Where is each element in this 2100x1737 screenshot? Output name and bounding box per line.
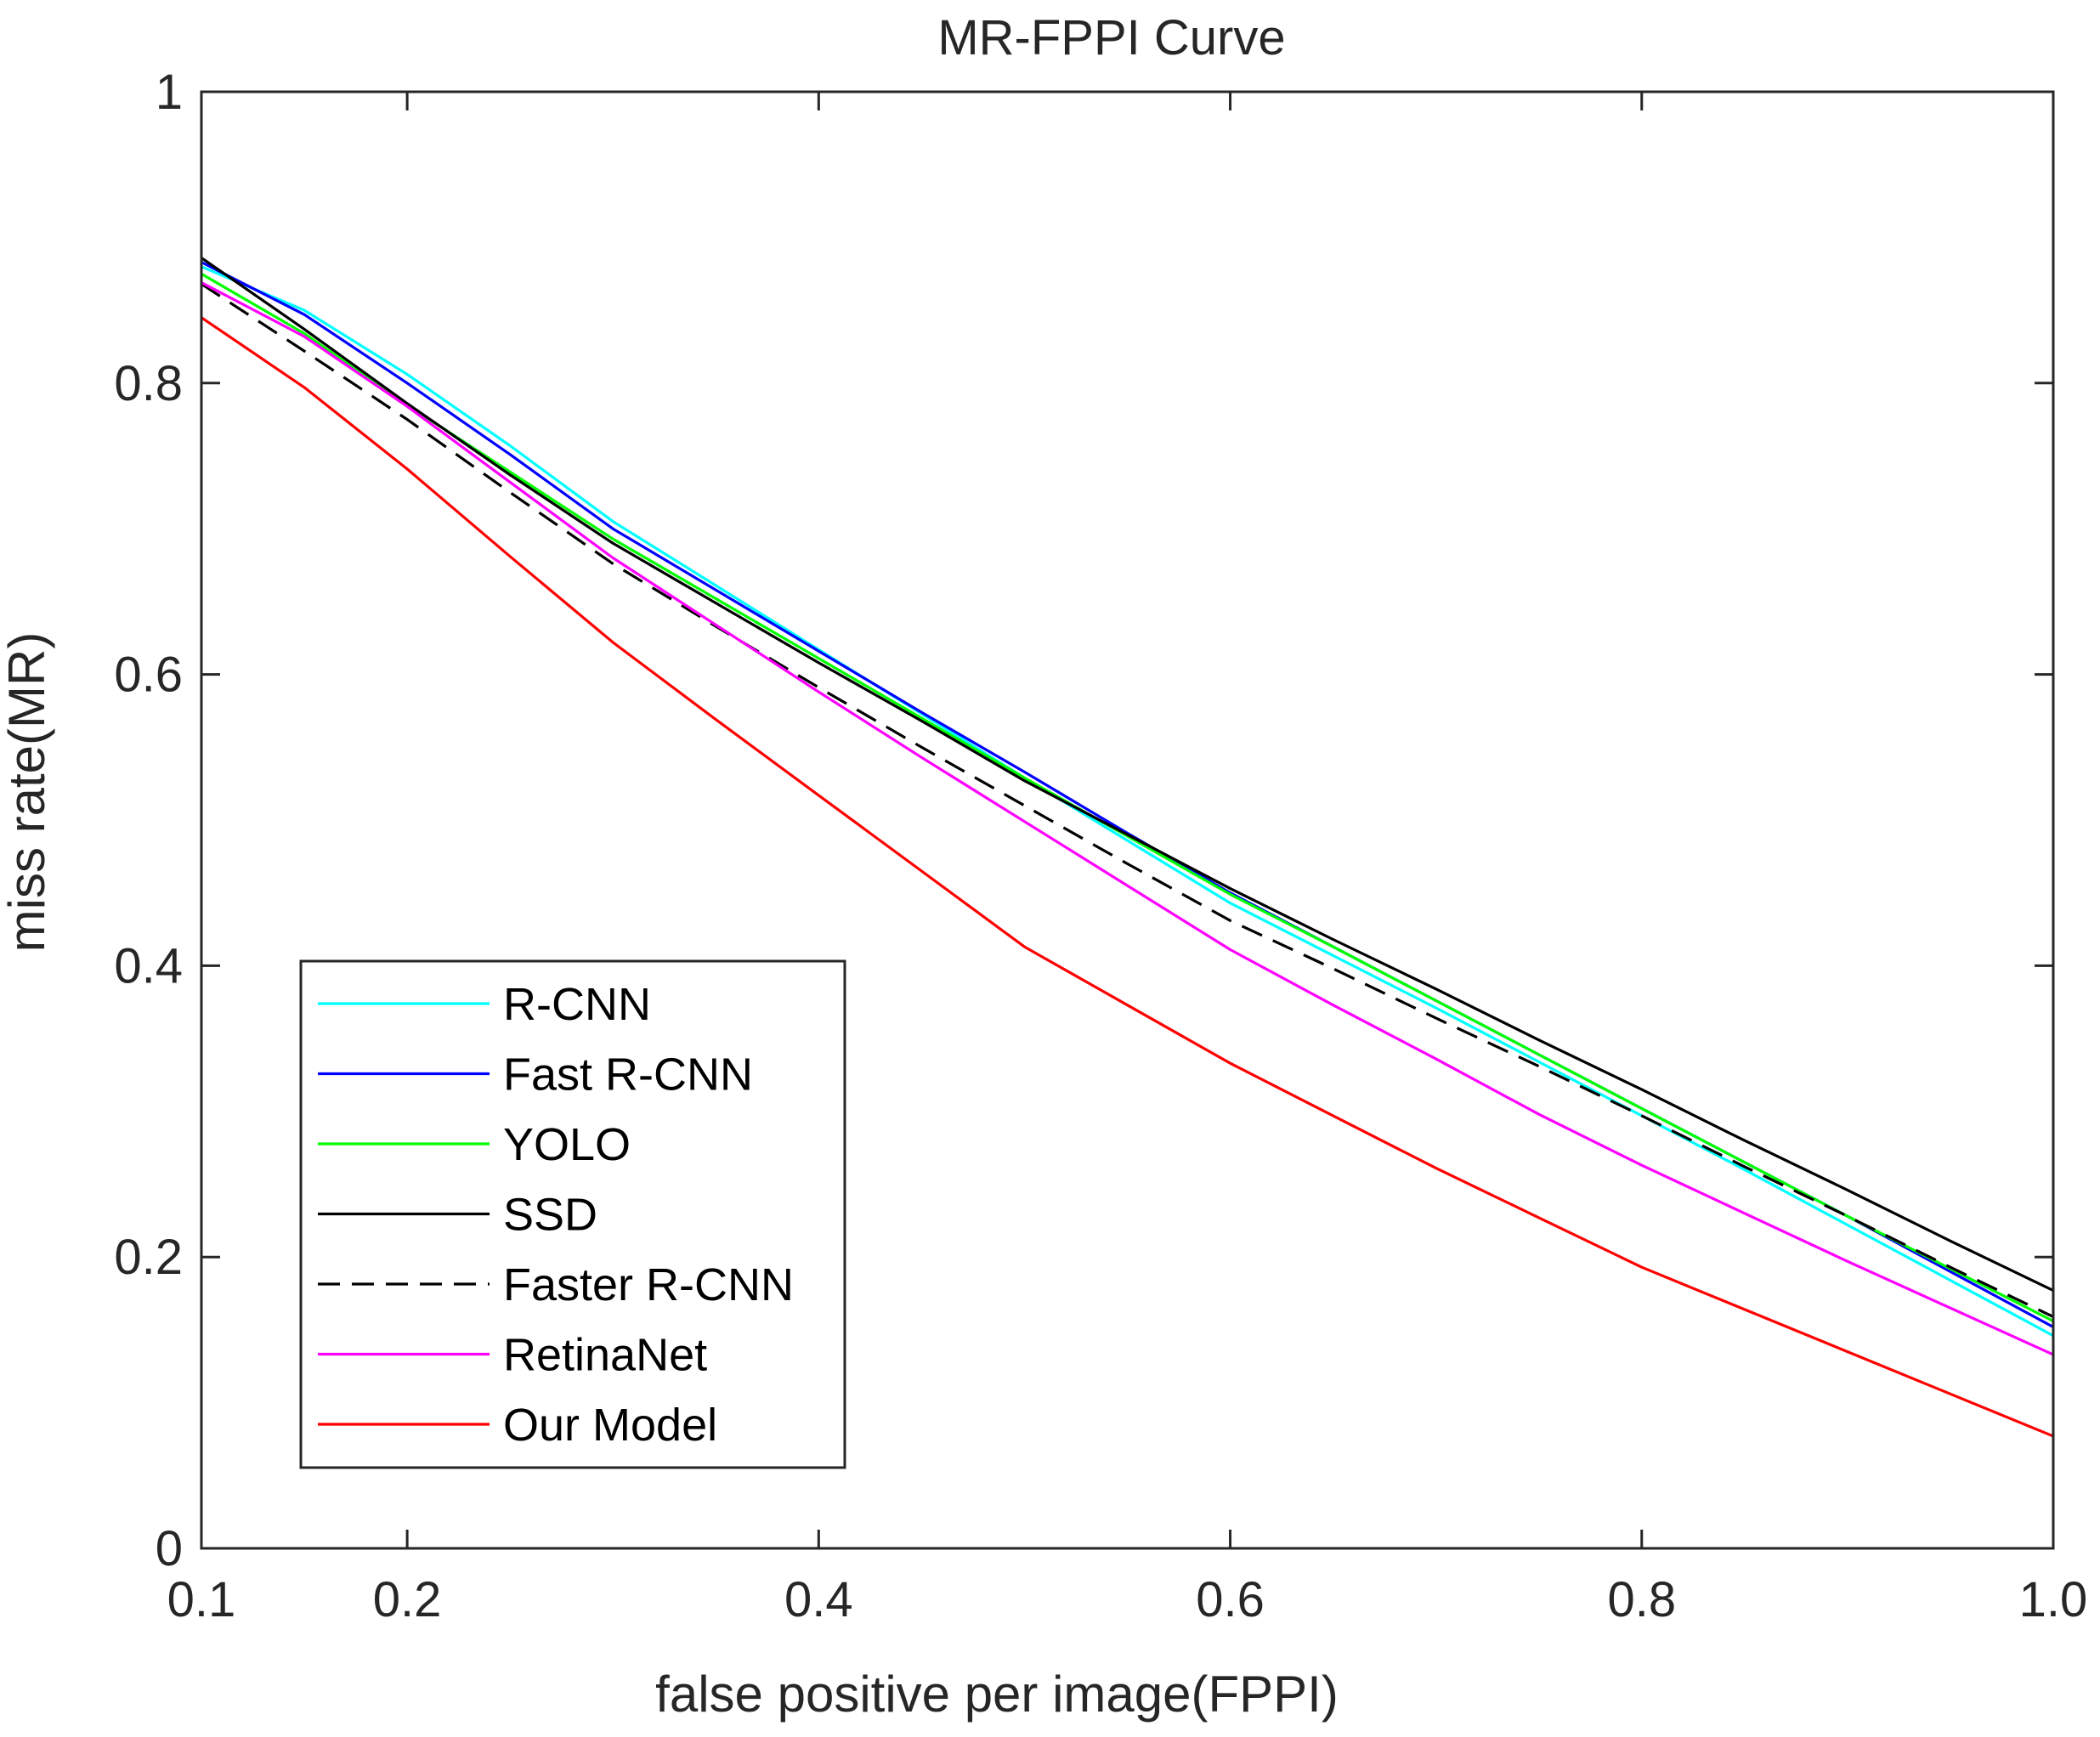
x-tick-label: 0.8 <box>1607 1572 1676 1627</box>
legend-label-3: YOLO <box>503 1119 631 1170</box>
x-axis-label: false positive per image(FPPI) <box>655 1666 1339 1723</box>
legend-label-2: Fast R-CNN <box>503 1050 753 1100</box>
series-line-7 <box>201 316 2054 1438</box>
axes-box <box>200 90 2055 1550</box>
x-tick-label: 0.2 <box>373 1572 442 1627</box>
y-tick-label: 1 <box>156 65 183 120</box>
legend-label-4: SSD <box>503 1190 597 1241</box>
plot-area <box>201 257 2054 1438</box>
x-tick-label: 0.6 <box>1196 1572 1265 1627</box>
x-tick-label: 1.0 <box>2019 1572 2088 1627</box>
axes: 0.1 0.2 0.4 0.6 0.8 1.0 0 0.2 0.4 0.6 0.8 1 <box>114 65 2087 1627</box>
series-line-5 <box>201 282 2054 1318</box>
series-line-4 <box>201 257 2054 1293</box>
y-tick-label: 0.6 <box>114 648 183 703</box>
legend-label-5: Faster R-CNN <box>503 1259 794 1310</box>
y-tick-label: 0 <box>156 1521 183 1576</box>
x-tick-label: 0.4 <box>784 1572 853 1627</box>
legend-label-7: Our Model <box>503 1400 717 1451</box>
y-tick-label: 0.8 <box>114 356 183 411</box>
series-line-1 <box>201 265 2054 1338</box>
series-line-6 <box>201 281 2054 1356</box>
chart-title: MR-FPPI Curve <box>937 10 1285 65</box>
y-axis-label: miss rate(MR) <box>0 632 55 953</box>
x-tick-label: 0.1 <box>167 1572 236 1627</box>
legend: R-CNN Fast R-CNN YOLO SSD Faster R-CNN Retina… <box>299 959 846 1469</box>
legend-label-6: RetinaNet <box>503 1330 707 1381</box>
legend-label-1: R-CNN <box>503 979 651 1030</box>
y-tick-label: 0.4 <box>114 938 183 993</box>
y-tick-label: 0.2 <box>114 1230 183 1285</box>
